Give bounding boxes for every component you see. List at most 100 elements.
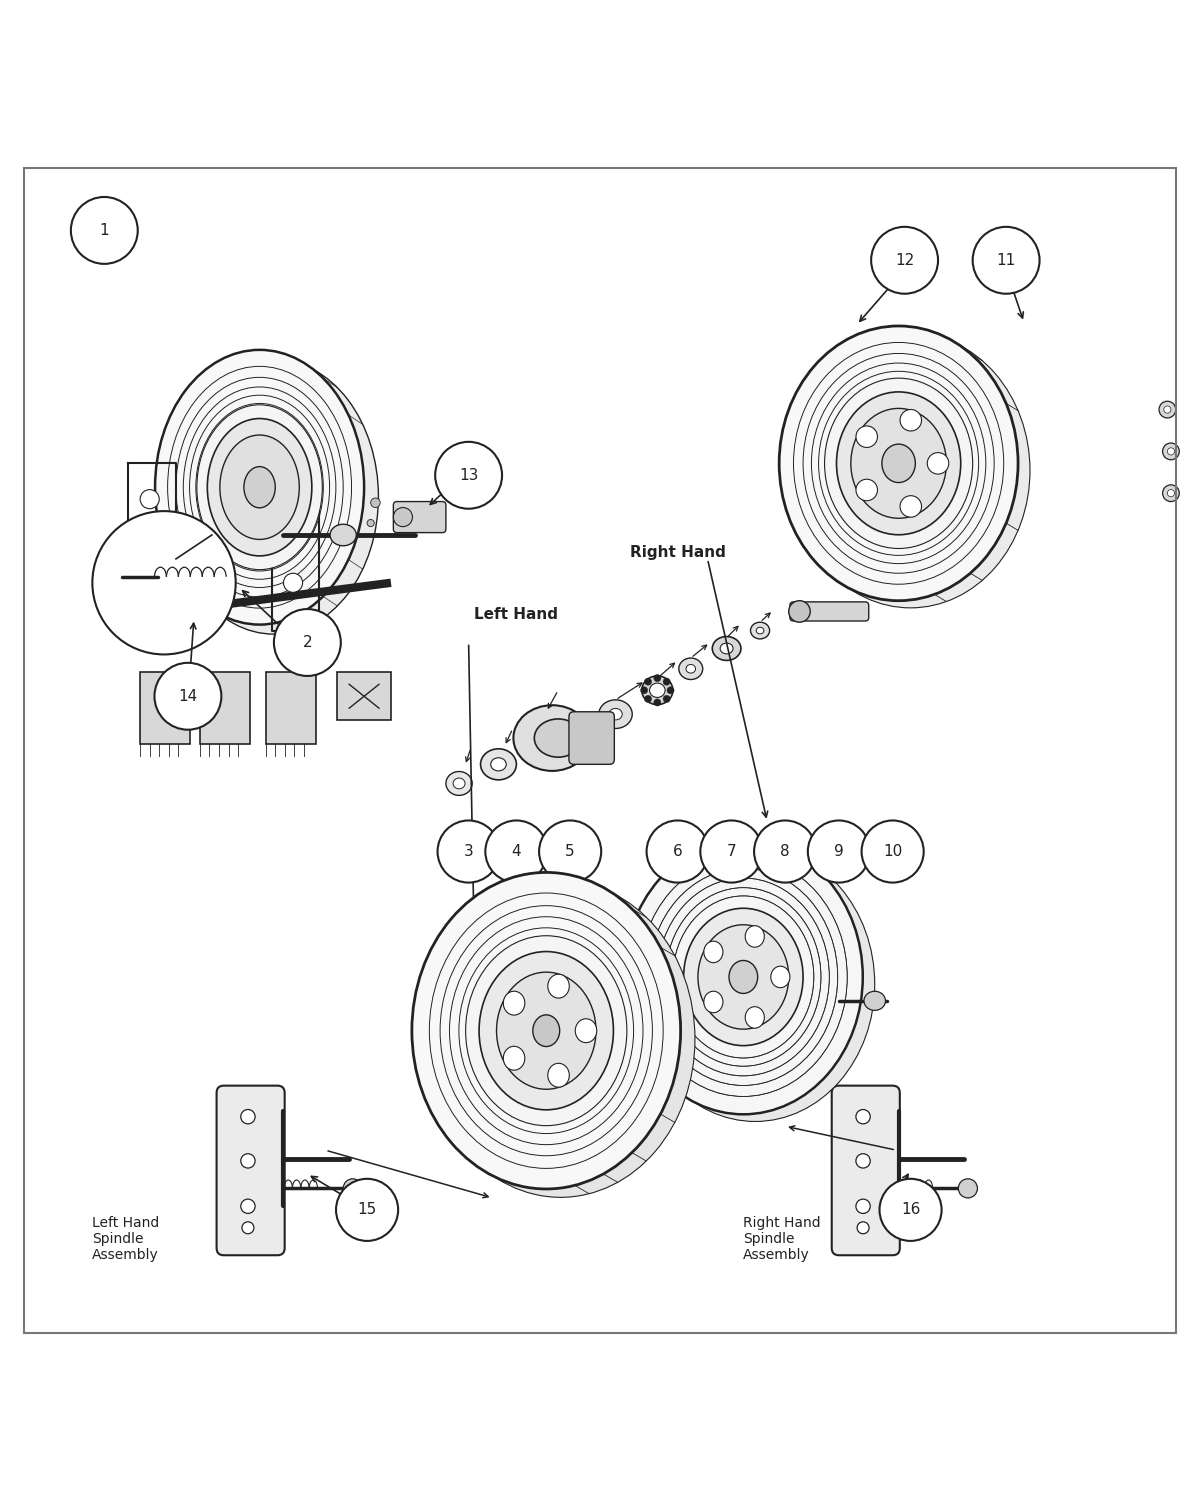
Ellipse shape (330, 525, 356, 546)
Ellipse shape (599, 700, 632, 729)
Circle shape (71, 196, 138, 264)
Ellipse shape (534, 718, 582, 758)
Text: 2: 2 (302, 634, 312, 650)
Ellipse shape (857, 1222, 869, 1233)
Ellipse shape (244, 466, 275, 509)
Circle shape (862, 821, 924, 882)
Ellipse shape (791, 333, 1030, 608)
Circle shape (654, 699, 661, 706)
Ellipse shape (856, 478, 877, 501)
Circle shape (155, 663, 221, 729)
Circle shape (92, 512, 235, 654)
Ellipse shape (1164, 406, 1171, 412)
Ellipse shape (208, 419, 312, 556)
Ellipse shape (745, 926, 764, 946)
Circle shape (140, 615, 160, 634)
Text: Right Hand
Spindle
Assembly: Right Hand Spindle Assembly (743, 1216, 821, 1261)
Ellipse shape (242, 1222, 254, 1233)
Ellipse shape (503, 1047, 524, 1070)
Circle shape (436, 442, 502, 509)
Text: 12: 12 (895, 254, 914, 268)
FancyBboxPatch shape (832, 1086, 900, 1256)
Ellipse shape (367, 519, 374, 526)
Circle shape (438, 821, 499, 882)
Text: Right Hand: Right Hand (630, 544, 726, 560)
Ellipse shape (608, 708, 623, 720)
Circle shape (880, 1179, 942, 1240)
Circle shape (140, 573, 160, 592)
Ellipse shape (836, 392, 961, 536)
Ellipse shape (730, 960, 757, 993)
Ellipse shape (371, 498, 380, 507)
Ellipse shape (197, 405, 323, 570)
Circle shape (539, 821, 601, 882)
Ellipse shape (533, 1016, 559, 1047)
Ellipse shape (466, 936, 626, 1125)
FancyBboxPatch shape (216, 1086, 284, 1256)
Text: 5: 5 (565, 844, 575, 859)
Ellipse shape (426, 880, 695, 1197)
Ellipse shape (686, 664, 696, 674)
Ellipse shape (1159, 400, 1176, 418)
FancyBboxPatch shape (200, 672, 250, 744)
Ellipse shape (824, 378, 973, 549)
Ellipse shape (649, 682, 665, 698)
Ellipse shape (241, 1154, 256, 1168)
Ellipse shape (779, 326, 1018, 600)
Ellipse shape (514, 705, 592, 771)
Circle shape (667, 687, 674, 694)
Text: 13: 13 (458, 468, 479, 483)
Text: 4: 4 (511, 844, 521, 859)
Ellipse shape (636, 847, 875, 1122)
Circle shape (641, 687, 648, 694)
Circle shape (274, 609, 341, 676)
Ellipse shape (454, 778, 466, 789)
Circle shape (654, 675, 661, 681)
FancyBboxPatch shape (337, 672, 391, 720)
Circle shape (664, 696, 671, 702)
Ellipse shape (575, 1019, 596, 1042)
Ellipse shape (856, 1198, 870, 1214)
FancyBboxPatch shape (790, 602, 869, 621)
Circle shape (283, 573, 302, 592)
Ellipse shape (642, 676, 673, 705)
Text: 9: 9 (834, 844, 844, 859)
Ellipse shape (547, 974, 569, 998)
Ellipse shape (624, 840, 863, 1114)
Ellipse shape (750, 622, 769, 639)
Ellipse shape (882, 444, 916, 483)
Text: Left Hand
Spindle
Assembly: Left Hand Spindle Assembly (92, 1216, 160, 1261)
Ellipse shape (704, 992, 722, 1012)
FancyBboxPatch shape (265, 672, 316, 744)
Circle shape (647, 821, 709, 882)
Circle shape (644, 678, 652, 686)
Ellipse shape (745, 1007, 764, 1028)
FancyBboxPatch shape (140, 672, 191, 744)
Ellipse shape (241, 1198, 256, 1214)
Ellipse shape (241, 1110, 256, 1124)
Ellipse shape (756, 627, 764, 634)
Text: 10: 10 (883, 844, 902, 859)
FancyBboxPatch shape (569, 712, 614, 765)
Ellipse shape (788, 600, 810, 622)
Ellipse shape (864, 992, 886, 1011)
Circle shape (871, 226, 938, 294)
Ellipse shape (220, 435, 299, 540)
Text: 1: 1 (100, 224, 109, 238)
Ellipse shape (412, 873, 680, 1190)
Ellipse shape (928, 453, 949, 474)
Circle shape (701, 821, 762, 882)
Ellipse shape (155, 350, 364, 624)
Ellipse shape (679, 658, 703, 680)
Ellipse shape (900, 410, 922, 430)
Ellipse shape (1168, 489, 1175, 496)
Ellipse shape (851, 408, 947, 519)
Circle shape (485, 821, 547, 882)
Circle shape (808, 821, 870, 882)
Ellipse shape (394, 507, 413, 526)
Ellipse shape (900, 495, 922, 517)
Ellipse shape (713, 636, 740, 660)
Circle shape (140, 489, 160, 508)
Text: 6: 6 (673, 844, 683, 859)
Circle shape (973, 226, 1039, 294)
